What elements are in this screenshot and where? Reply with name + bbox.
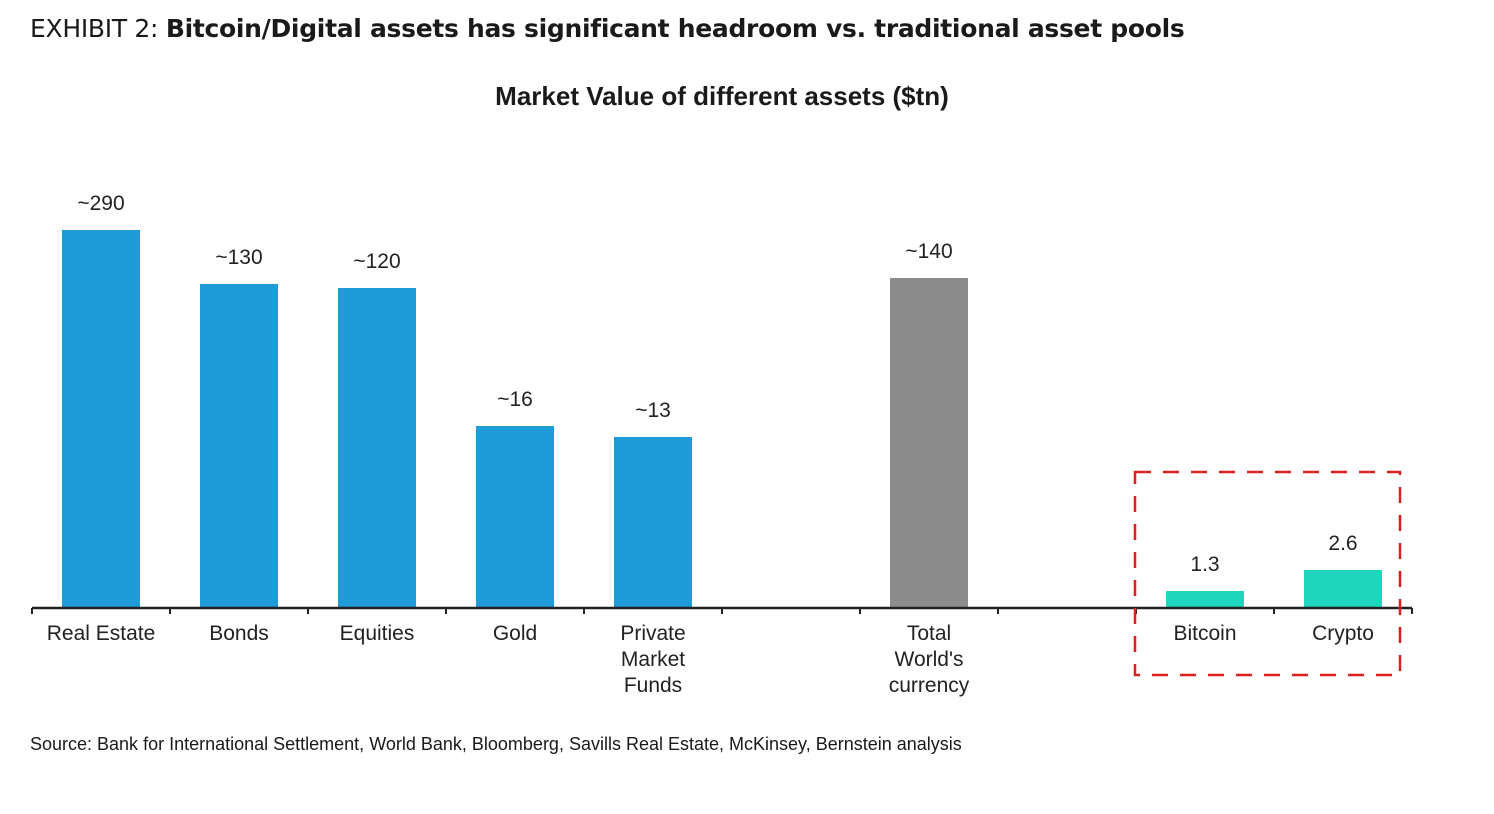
tick-label: Total — [907, 622, 951, 645]
bar — [62, 230, 140, 608]
bar — [614, 437, 692, 608]
data-label: ~130 — [215, 246, 262, 269]
tick-label: Bitcoin — [1173, 622, 1236, 645]
source-note: Source: Bank for International Settlemen… — [30, 734, 962, 754]
highlight-box — [1133, 470, 1402, 677]
tick-label: Real Estate — [47, 622, 156, 645]
tick-label: Private — [620, 622, 685, 645]
tick-label: currency — [889, 674, 970, 697]
tick-label: Gold — [493, 622, 537, 645]
tick-label: Equities — [340, 622, 415, 645]
data-label: ~140 — [905, 240, 952, 263]
data-label: 2.6 — [1328, 532, 1357, 555]
exhibit-headline: Bitcoin/Digital assets has significant h… — [165, 14, 1185, 43]
exhibit-label: EXHIBIT 2: — [30, 14, 166, 43]
tick-label: Bonds — [209, 622, 269, 645]
bar — [338, 288, 416, 608]
bar — [200, 284, 278, 608]
data-label: ~290 — [77, 192, 124, 215]
data-label: ~120 — [353, 250, 400, 273]
tick-label: Funds — [624, 674, 682, 697]
bar — [1166, 591, 1244, 608]
exhibit-title: EXHIBIT 2: Bitcoin/Digital assets has si… — [30, 14, 1185, 43]
tick-label: Market — [621, 648, 685, 671]
bar — [476, 426, 554, 608]
data-label: ~13 — [635, 399, 671, 422]
tick-label: World's — [895, 648, 964, 671]
bar — [890, 278, 968, 608]
bar — [1304, 570, 1382, 608]
data-label: ~16 — [497, 388, 533, 411]
tick-label: Crypto — [1312, 622, 1374, 645]
data-label: 1.3 — [1190, 553, 1219, 576]
chart-title: Market Value of different assets ($tn) — [495, 81, 949, 111]
